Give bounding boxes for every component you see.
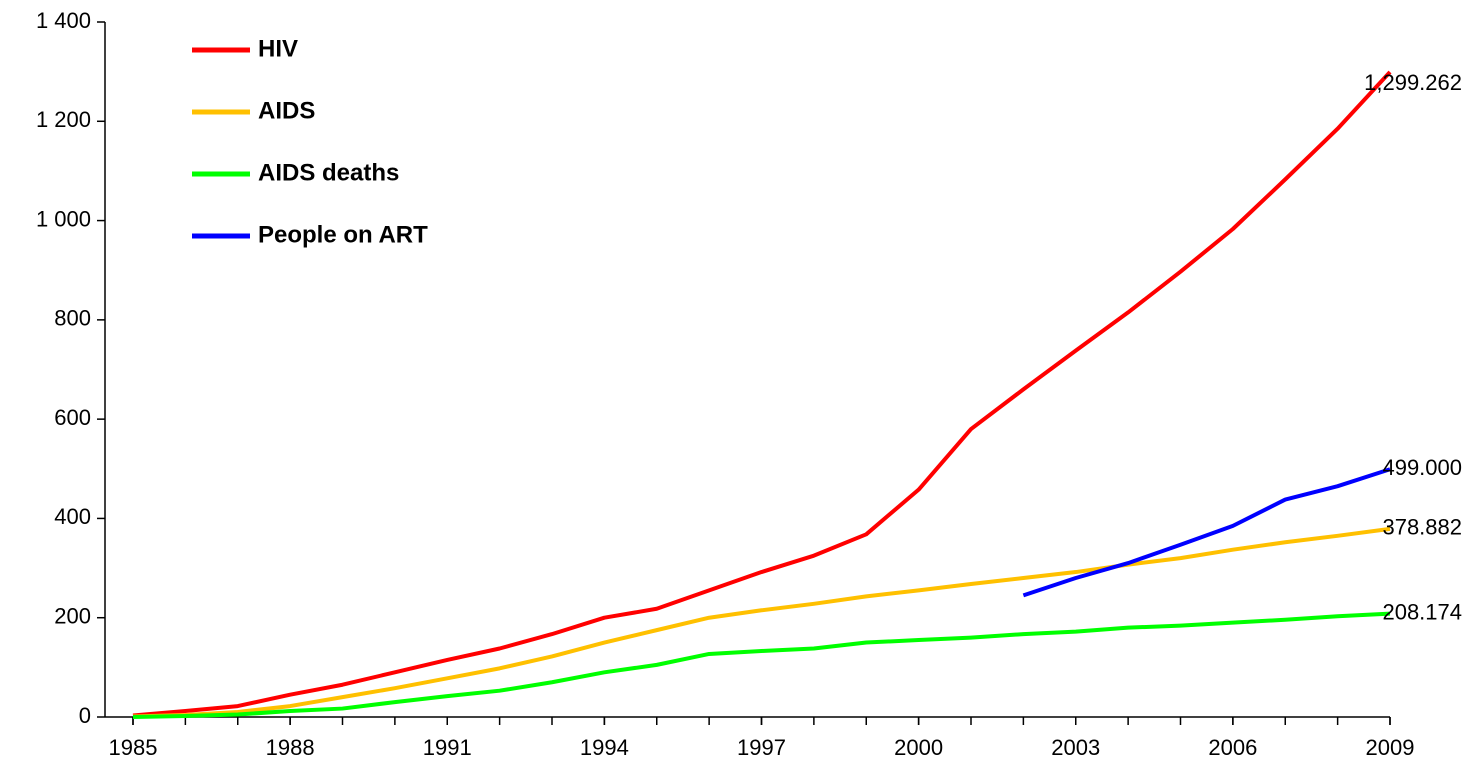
y-tick-label: 1 400 [36, 8, 91, 33]
y-tick-label: 1 200 [36, 107, 91, 132]
legend-label: HIV [258, 35, 298, 62]
y-tick-label: 800 [54, 306, 91, 331]
y-tick-label: 1 000 [36, 206, 91, 231]
series-line [1022, 467, 1391, 598]
series-line [132, 526, 1391, 719]
y-tick-label: 400 [54, 504, 91, 529]
x-tick-label: 1991 [423, 735, 472, 760]
x-tick-label: 1997 [737, 735, 786, 760]
y-tick-label: 0 [79, 703, 91, 728]
y-tick-label: 200 [54, 604, 91, 629]
y-tick-label: 600 [54, 405, 91, 430]
legend-label: AIDS deaths [258, 159, 399, 186]
x-tick-label: 1985 [109, 735, 158, 760]
x-tick-label: 1988 [266, 735, 315, 760]
x-tick-label: 2003 [1051, 735, 1100, 760]
data-label: 378.882 [1382, 515, 1462, 540]
x-tick-label: 2000 [894, 735, 943, 760]
x-tick-label: 2009 [1366, 735, 1415, 760]
data-label: 208.174 [1382, 599, 1462, 624]
x-tick-label: 1994 [580, 735, 629, 760]
data-label: 499.000 [1382, 455, 1462, 480]
x-tick-label: 2006 [1208, 735, 1257, 760]
series-line [132, 611, 1391, 719]
data-label: 1,299.262 [1364, 70, 1462, 95]
legend-label: AIDS [258, 97, 315, 124]
legend-label: People on ART [258, 221, 428, 248]
series-line [132, 70, 1392, 718]
